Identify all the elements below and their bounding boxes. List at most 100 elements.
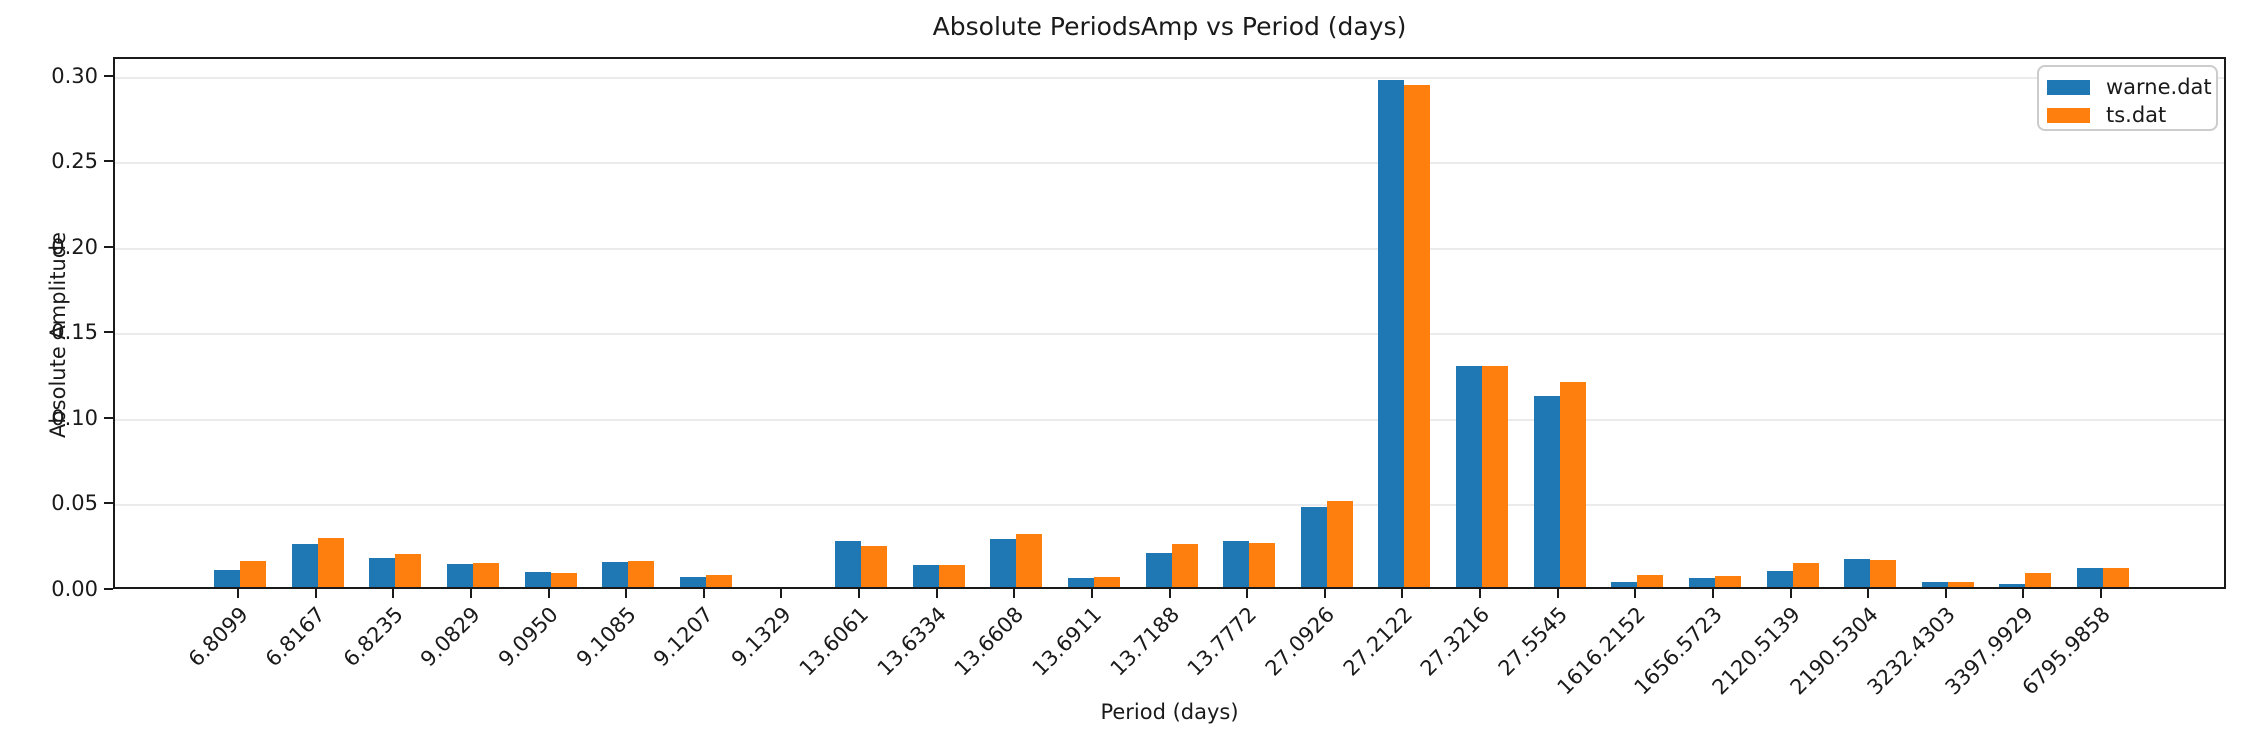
bar-warne.dat-1656.5723	[1688, 578, 1715, 587]
x-tick-label: 9.0950	[493, 602, 563, 672]
bar-ts.dat-9.1207	[705, 575, 732, 587]
y-tick-label: 0.20	[51, 234, 98, 259]
x-tick-mark	[1556, 589, 1559, 598]
bar-ts.dat-1616.2152	[1637, 575, 1664, 587]
gridline-0.05	[115, 504, 2224, 507]
plot-area	[113, 57, 2226, 589]
x-tick-label: 27.5545	[1493, 602, 1572, 681]
y-axis-label: Absolute Amplitude	[46, 231, 70, 439]
x-tick-mark	[1246, 589, 1249, 598]
x-tick-label: 13.6608	[950, 602, 1029, 681]
bar-ts.dat-6795.9858	[2103, 568, 2129, 587]
x-tick-mark	[702, 589, 705, 598]
bar-warne.dat-13.7772	[1223, 540, 1250, 587]
x-tick-mark	[1634, 589, 1637, 598]
x-tick-mark	[2022, 589, 2025, 598]
bar-ts.dat-3397.9929	[2025, 573, 2052, 587]
bar-ts.dat-2120.5139	[1792, 563, 1819, 587]
y-tick-mark	[104, 245, 113, 248]
x-tick-label: 27.2122	[1338, 602, 1417, 681]
bar-warne.dat-27.3216	[1456, 366, 1482, 587]
bar-warne.dat-6.8167	[291, 544, 318, 587]
bar-warne.dat-9.1207	[679, 576, 706, 587]
x-tick-mark	[1090, 589, 1093, 598]
gridline-0.15	[115, 333, 2224, 336]
bar-warne.dat-2190.5304	[1844, 558, 1871, 587]
bar-warne.dat-3397.9929	[1999, 583, 2026, 587]
bar-ts.dat-27.2122	[1404, 85, 1431, 587]
y-tick-label: 0.05	[51, 491, 98, 516]
x-tick-mark	[1867, 589, 1870, 598]
y-tick-label: 0.15	[51, 320, 98, 345]
bar-warne.dat-13.6911	[1067, 578, 1094, 587]
x-tick-label: 9.1329	[726, 602, 796, 672]
legend-row-warne: warne.dat	[2047, 74, 2212, 100]
y-tick-label: 0.30	[51, 63, 98, 88]
bar-ts.dat-13.6061	[861, 545, 887, 587]
x-tick-label: 6.8099	[183, 602, 253, 672]
bar-warne.dat-13.6061	[835, 540, 861, 587]
x-tick-mark	[314, 589, 317, 598]
x-tick-mark	[1479, 589, 1481, 598]
bar-warne.dat-27.5545	[1533, 396, 1560, 587]
x-tick-mark	[780, 589, 783, 598]
x-tick-mark	[935, 589, 938, 598]
gridline-0.10	[115, 418, 2224, 421]
x-tick-mark	[1401, 589, 1404, 598]
x-tick-mark	[1944, 589, 1947, 598]
bar-warne.dat-6.8099	[214, 569, 240, 587]
bar-ts.dat-1656.5723	[1714, 575, 1741, 587]
bar-warne.dat-27.2122	[1378, 79, 1405, 587]
y-tick-label: 0.25	[51, 149, 98, 174]
bar-warne.dat-2120.5139	[1766, 570, 1793, 587]
bar-warne.dat-1616.2152	[1611, 581, 1638, 587]
bar-ts.dat-3232.4303	[1947, 581, 1974, 587]
bar-warne.dat-13.6608	[990, 539, 1017, 587]
x-tick-mark	[2100, 589, 2102, 598]
x-tick-mark	[858, 589, 860, 598]
bar-ts.dat-13.6334	[938, 564, 965, 587]
x-tick-mark	[625, 589, 628, 598]
x-tick-mark	[392, 589, 395, 598]
bar-ts.dat-13.6911	[1093, 576, 1120, 587]
x-tick-label: 6.8235	[338, 602, 408, 672]
y-tick-mark	[104, 331, 113, 334]
x-tick-label: 13.6911	[1027, 602, 1107, 681]
bar-ts.dat-9.0829	[472, 563, 499, 587]
bar-ts.dat-27.3216	[1482, 366, 1508, 587]
bar-ts.dat-6.8167	[317, 538, 344, 587]
x-tick-label: 9.0829	[416, 602, 486, 672]
x-tick-mark	[1013, 589, 1016, 598]
x-tick-mark	[1323, 589, 1326, 598]
x-tick-label: 9.1085	[571, 602, 641, 672]
y-tick-mark	[104, 502, 113, 505]
bar-ts.dat-13.7772	[1249, 542, 1276, 587]
bar-ts.dat-9.1085	[628, 561, 655, 587]
bar-ts.dat-9.0950	[550, 573, 577, 587]
bar-warne.dat-3232.4303	[1921, 581, 1948, 587]
legend-label-ts: ts.dat	[2106, 103, 2167, 127]
x-tick-label: 27.0926	[1260, 602, 1340, 681]
x-tick-mark	[1789, 589, 1792, 598]
y-tick-mark	[104, 588, 113, 590]
chart-title: Absolute PeriodsAmp vs Period (days)	[932, 12, 1407, 41]
x-tick-label: 13.6061	[794, 602, 874, 681]
legend-label-warne: warne.dat	[2106, 75, 2212, 99]
bar-warne.dat-9.1085	[602, 562, 629, 587]
x-tick-mark	[547, 589, 550, 598]
gridline-0.30	[115, 76, 2224, 79]
x-tick-label: 27.3216	[1415, 602, 1495, 681]
bar-ts.dat-6.8099	[240, 561, 266, 587]
legend: warne.dat ts.dat	[2037, 65, 2218, 131]
bar-warne.dat-27.0926	[1300, 507, 1327, 587]
x-tick-label: 13.6334	[872, 602, 951, 681]
bar-ts.dat-13.7188	[1171, 544, 1198, 587]
bar-warne.dat-6795.9858	[2077, 568, 2103, 587]
y-tick-label: 0.00	[51, 577, 98, 601]
bar-warne.dat-9.0950	[524, 571, 551, 587]
gridline-0.20	[115, 247, 2224, 250]
x-tick-mark	[237, 589, 239, 598]
x-tick-mark	[1168, 589, 1171, 598]
y-tick-mark	[104, 74, 113, 77]
